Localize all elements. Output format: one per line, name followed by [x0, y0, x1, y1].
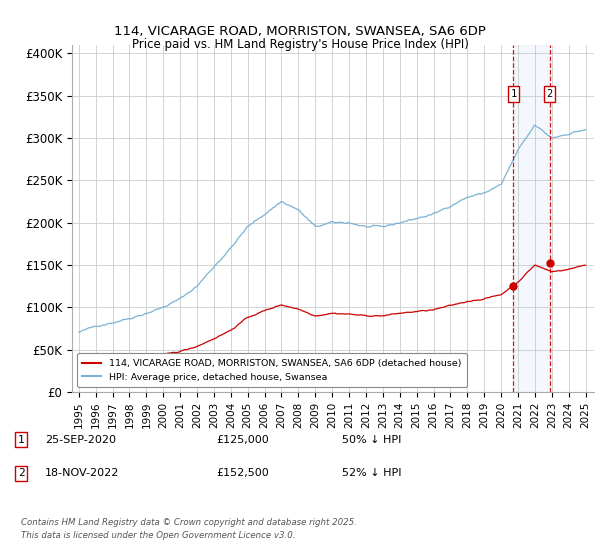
Text: Contains HM Land Registry data © Crown copyright and database right 2025.
This d: Contains HM Land Registry data © Crown c…	[21, 519, 357, 540]
Text: £152,500: £152,500	[216, 468, 269, 478]
Text: 18-NOV-2022: 18-NOV-2022	[45, 468, 119, 478]
Text: 1: 1	[510, 89, 517, 99]
Text: 52% ↓ HPI: 52% ↓ HPI	[342, 468, 401, 478]
Text: 114, VICARAGE ROAD, MORRISTON, SWANSEA, SA6 6DP: 114, VICARAGE ROAD, MORRISTON, SWANSEA, …	[114, 25, 486, 38]
Text: 2: 2	[17, 468, 25, 478]
Text: 1: 1	[17, 435, 25, 445]
Legend: 114, VICARAGE ROAD, MORRISTON, SWANSEA, SA6 6DP (detached house), HPI: Average p: 114, VICARAGE ROAD, MORRISTON, SWANSEA, …	[77, 353, 467, 388]
Text: 2: 2	[547, 89, 553, 99]
Text: 50% ↓ HPI: 50% ↓ HPI	[342, 435, 401, 445]
Text: £125,000: £125,000	[216, 435, 269, 445]
Bar	[514, 45, 550, 392]
Text: 25-SEP-2020: 25-SEP-2020	[45, 435, 116, 445]
Text: Price paid vs. HM Land Registry's House Price Index (HPI): Price paid vs. HM Land Registry's House …	[131, 38, 469, 50]
